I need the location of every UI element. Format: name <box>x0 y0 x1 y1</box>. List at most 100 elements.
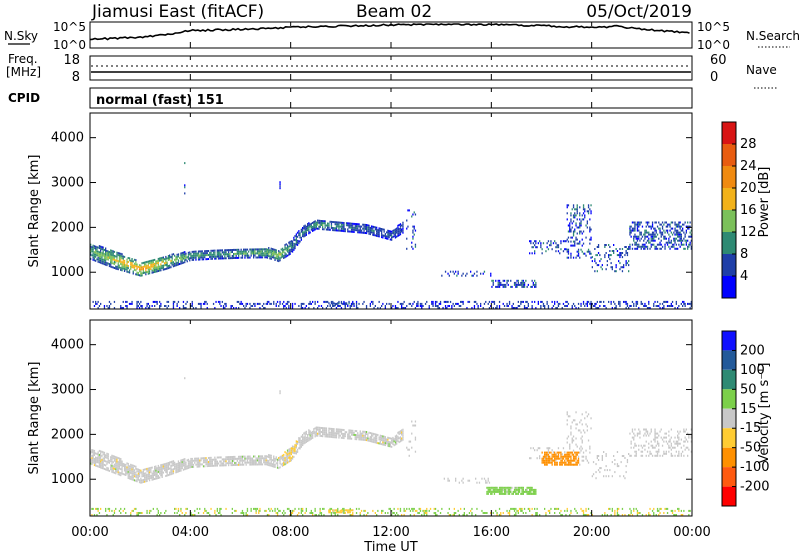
velocity-cell <box>186 467 188 470</box>
velocity-cell <box>138 479 141 482</box>
velocity-cell <box>305 507 307 510</box>
velocity-cell <box>379 440 381 443</box>
velocity-cell <box>235 463 237 466</box>
velocity-cell <box>202 457 205 460</box>
power-cell <box>230 257 232 260</box>
power-cell <box>569 226 571 229</box>
power-cell <box>576 218 578 221</box>
power-cell <box>101 262 103 265</box>
velocity-cell <box>512 507 514 510</box>
velocity-cell <box>365 514 368 516</box>
cpid-value: normal (fast) 151 <box>96 93 224 108</box>
velocity-cell <box>245 461 247 464</box>
velocity-cell <box>347 435 349 438</box>
velocity-cell <box>132 468 134 471</box>
power-cell <box>165 268 167 270</box>
velocity-cell <box>344 512 346 514</box>
power-cell <box>567 248 570 251</box>
velocity-cell <box>677 430 679 433</box>
velocity-cell <box>551 461 553 464</box>
velocity-cell <box>189 462 191 465</box>
power-cell <box>634 243 636 246</box>
velocity-cell <box>157 464 159 467</box>
velocity-cell <box>127 470 129 473</box>
velocity-cell <box>141 512 143 514</box>
power-cell <box>358 223 360 226</box>
velocity-cell <box>685 438 687 441</box>
velocity-cell <box>521 507 523 510</box>
velocity-cell <box>414 438 417 441</box>
power-cell <box>585 302 587 305</box>
velocity-cell <box>205 461 207 464</box>
power-cell <box>582 212 585 215</box>
velocity-cell <box>332 509 334 512</box>
power-cell <box>644 305 646 307</box>
power-cell <box>392 236 394 238</box>
velocity-cell <box>634 444 636 447</box>
velocity-cell <box>285 454 287 457</box>
velocity-cell <box>279 460 281 463</box>
power-cell <box>689 231 691 234</box>
velocity-cell <box>470 509 472 512</box>
power-cell <box>684 221 686 224</box>
power-cell <box>318 221 320 224</box>
velocity-cell <box>123 507 126 510</box>
power-cell <box>394 232 397 235</box>
power-cell <box>217 255 220 258</box>
power-cell <box>535 281 537 284</box>
power-cell <box>376 230 378 233</box>
velocity-cell <box>260 457 262 460</box>
nave-tick-top: 60 <box>710 53 727 68</box>
velocity-cell <box>324 435 326 438</box>
power-cell <box>534 285 536 288</box>
velocity-cell <box>455 477 457 480</box>
power-cell <box>579 232 581 235</box>
velocity-cell <box>214 456 216 459</box>
velocity-cell <box>195 463 197 466</box>
power-cell <box>177 263 180 266</box>
power-cell <box>250 305 252 307</box>
velocity-cell <box>329 431 331 434</box>
velocity-cell <box>118 459 121 462</box>
velocity-cell <box>241 455 244 458</box>
velocity-cell <box>152 476 154 479</box>
power-cell <box>175 256 177 259</box>
power-cell <box>344 302 346 305</box>
velocity-cell <box>407 448 409 451</box>
velocity-cell <box>133 469 136 472</box>
velocity-cell <box>391 437 393 440</box>
power-cell <box>334 227 336 230</box>
velocity-cell <box>260 461 262 464</box>
power-cell <box>304 234 306 237</box>
power-cell <box>398 224 400 226</box>
power-cell <box>399 227 402 230</box>
power-cell <box>577 302 580 305</box>
power-cell <box>219 257 221 260</box>
velocity-cell <box>372 440 374 443</box>
velocity-cell <box>116 470 118 473</box>
power-cell <box>141 266 143 269</box>
power-cell <box>483 302 486 305</box>
velocity-cell <box>118 509 121 512</box>
power-cell <box>569 230 571 233</box>
power-cell <box>214 249 216 252</box>
power-cell <box>677 233 679 236</box>
power-cell <box>352 222 354 225</box>
noise-tick-right-top: 10^5 <box>697 20 730 34</box>
velocity-cell <box>255 461 257 464</box>
velocity-cell <box>225 460 227 463</box>
power-cell <box>674 233 676 236</box>
power-cell <box>388 236 390 239</box>
power-cell <box>613 250 615 252</box>
power-cell <box>145 271 147 274</box>
velocity-cell <box>160 466 162 469</box>
velocity-cell <box>132 464 134 467</box>
power-cell <box>403 307 405 309</box>
power-cell <box>661 233 664 236</box>
power-cell <box>112 258 114 261</box>
velocity-cell <box>394 435 397 438</box>
power-cell <box>572 240 575 243</box>
velocity-cell <box>392 443 394 445</box>
power-cell <box>270 302 272 305</box>
velocity-cell <box>590 427 592 430</box>
